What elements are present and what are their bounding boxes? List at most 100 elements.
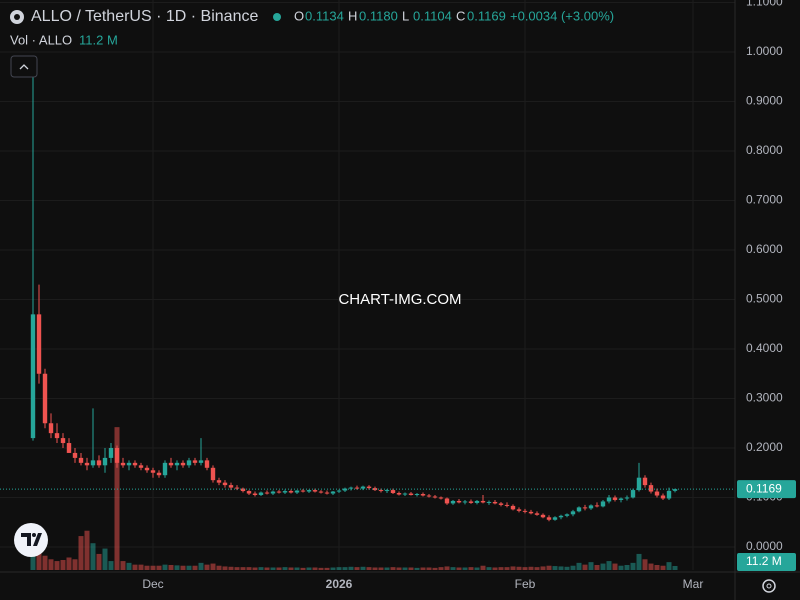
volume-bar <box>276 567 282 570</box>
volume-bar <box>84 530 90 570</box>
last-price-box <box>737 480 796 499</box>
candle-body <box>174 462 180 466</box>
candle-body <box>216 480 222 483</box>
ohlc-value: 0.1169 <box>467 8 506 23</box>
candle-body <box>546 517 552 520</box>
volume-bar <box>132 564 138 570</box>
settings-icon[interactable] <box>762 579 776 593</box>
volume-bar <box>372 567 378 570</box>
volume-bar <box>312 567 318 570</box>
candle-body <box>432 496 438 498</box>
candle-body <box>618 498 624 500</box>
settings-button[interactable] <box>762 579 776 593</box>
collapse-button-box[interactable] <box>10 55 38 78</box>
candle-body <box>246 491 252 494</box>
x-tick-label: Feb <box>515 577 536 591</box>
volume-bar <box>270 567 276 570</box>
candle-body <box>570 511 576 515</box>
candle-body <box>504 504 510 506</box>
collapse-icon[interactable] <box>19 64 29 70</box>
volume-bar <box>570 565 576 570</box>
candle-body <box>534 513 540 515</box>
volume-bar <box>588 562 594 570</box>
candle-body <box>552 517 558 520</box>
candle-body <box>366 486 372 489</box>
candle-body <box>330 491 336 494</box>
volume-bar <box>90 543 96 570</box>
candle-body <box>306 490 312 492</box>
ohlc-value: 0.1180 <box>359 8 398 23</box>
volume-bar <box>462 567 468 570</box>
volume-bar <box>252 567 258 570</box>
y-tick-label: 0.6000 <box>746 242 783 256</box>
candle-body <box>624 497 630 499</box>
volume-bar <box>318 567 324 570</box>
candle-body <box>612 497 618 500</box>
candle-body <box>144 467 150 471</box>
volume-bar <box>42 555 48 570</box>
ohlc-key: O <box>294 8 304 23</box>
volume-bar <box>480 565 486 570</box>
volume-bar <box>96 553 102 570</box>
candles <box>30 74 678 522</box>
candle-body <box>318 491 324 493</box>
candle-body <box>582 507 588 509</box>
candle-body <box>186 460 192 466</box>
volume-bar <box>198 562 204 570</box>
x-tick-label: 2026 <box>326 577 353 591</box>
volume-bar <box>528 566 534 570</box>
candle-body <box>114 447 120 463</box>
volume-bar <box>336 567 342 570</box>
volume-bar <box>594 565 600 570</box>
volume-bar <box>324 567 330 570</box>
volume-bar <box>282 567 288 570</box>
volume-bar <box>36 543 42 570</box>
candle-body <box>324 492 330 494</box>
candle-body <box>456 500 462 503</box>
candle-body <box>384 490 390 492</box>
settings-icon-center[interactable] <box>766 583 772 589</box>
candle-body <box>462 501 468 503</box>
ohlc-key: C <box>456 8 465 23</box>
y-tick-label: 0.3000 <box>746 391 783 405</box>
candle-body <box>258 492 264 496</box>
volume-bar <box>378 567 384 570</box>
ohlc-value: 0.1104 <box>413 8 452 23</box>
volume-bar <box>456 567 462 570</box>
candle-body <box>654 491 660 496</box>
volume-bar <box>222 566 228 570</box>
candle-body <box>450 500 456 504</box>
candle-body <box>600 501 606 507</box>
volume-bar <box>240 567 246 570</box>
candle-body <box>576 507 582 512</box>
volume-bar <box>228 566 234 570</box>
grid <box>0 0 735 570</box>
candle-body <box>606 497 612 502</box>
volume-bar <box>672 566 678 570</box>
volume-bar <box>534 567 540 570</box>
y-tick-label: 0.9000 <box>746 94 783 108</box>
volume-bar <box>48 559 54 570</box>
volume-bar <box>438 567 444 570</box>
candle-body <box>438 497 444 499</box>
volume-bar <box>510 566 516 570</box>
candle-body <box>30 314 36 439</box>
candle-body <box>396 493 402 495</box>
volume-bar <box>414 567 420 570</box>
candle-body <box>60 438 66 444</box>
candle-body <box>558 515 564 518</box>
collapse-button[interactable] <box>10 55 38 78</box>
volume-bar <box>144 565 150 570</box>
candle-body <box>264 492 270 494</box>
volume-bar <box>174 565 180 570</box>
volume-bar <box>504 567 510 570</box>
candle-body <box>348 487 354 489</box>
candle-body <box>414 494 420 496</box>
candle-body <box>408 493 414 496</box>
volume-bar <box>624 565 630 570</box>
volume-bar <box>234 567 240 570</box>
volume-bar <box>600 563 606 570</box>
volume-bar <box>606 561 612 570</box>
volume-bar <box>210 563 216 570</box>
